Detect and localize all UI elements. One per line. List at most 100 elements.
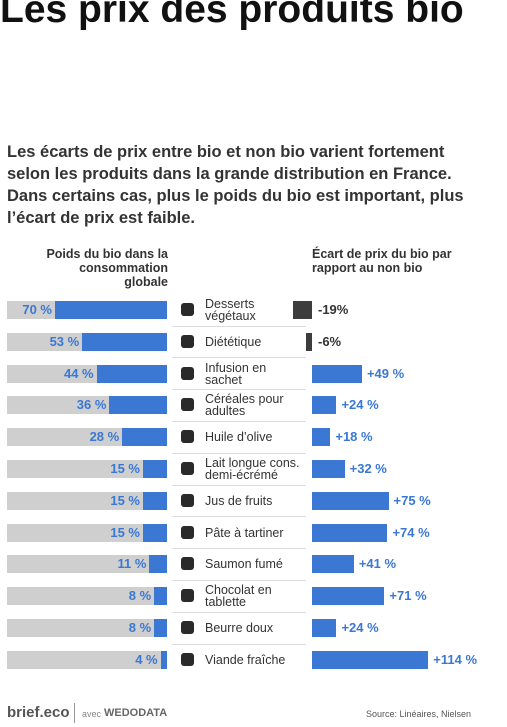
category-label: Lait longue cons. demi-écrémé — [205, 456, 300, 482]
data-label: -6% — [318, 333, 342, 349]
row-separator — [172, 548, 306, 550]
row-separator — [172, 579, 306, 581]
bar-background — [7, 650, 167, 669]
left-header: Poids du bio dans la consommation global… — [46, 247, 168, 289]
category-label: Céréales pour adultes — [205, 392, 284, 419]
data-label: 53 % — [49, 333, 80, 349]
bar — [143, 491, 167, 510]
title: Les prix des produits bio — [0, 0, 464, 31]
bar — [55, 301, 167, 319]
category-label: Infusion en sachet — [205, 360, 267, 387]
category-label: Beurre doux — [205, 621, 274, 635]
data-label: +75 % — [393, 492, 431, 508]
data-label: 36 % — [76, 397, 107, 413]
bar-background — [7, 523, 167, 542]
bar-background — [7, 491, 167, 510]
data-label: +32 % — [349, 461, 387, 476]
data-label: 4 % — [135, 651, 158, 667]
row-separator — [172, 484, 306, 486]
category-label: Desserts végétaux — [205, 297, 256, 323]
category-label: Chocolat en tablette — [205, 583, 272, 610]
icon — [181, 493, 194, 507]
bar — [312, 428, 331, 447]
category-label: Saumon fumé — [205, 557, 283, 572]
icon — [181, 652, 194, 666]
data-label: 15 % — [110, 461, 140, 476]
icon — [181, 303, 194, 316]
row-separator — [172, 357, 306, 359]
category-label: Pâte à tartiner — [205, 525, 284, 540]
row-separator — [172, 389, 306, 391]
bar — [312, 460, 345, 478]
data-label: +24 % — [341, 397, 379, 413]
bar — [312, 364, 362, 383]
icon — [181, 621, 194, 634]
source: Source: Linéaires, Nielsen — [366, 709, 472, 719]
data-label: 11 % — [117, 556, 147, 572]
bar — [149, 555, 167, 574]
bar — [154, 587, 167, 606]
icon — [181, 398, 194, 412]
data-label: +24 % — [341, 620, 379, 635]
category-label: Jus de fruits — [205, 493, 273, 508]
bar — [160, 650, 167, 669]
bar — [312, 650, 429, 669]
category-label: Huile d’olive — [205, 430, 273, 445]
data-label: 28 % — [89, 429, 120, 445]
bar — [312, 491, 389, 510]
data-label: 15 % — [110, 492, 140, 508]
data-label: 44 % — [63, 365, 94, 381]
bar — [312, 555, 354, 574]
icon — [181, 525, 194, 539]
icon — [181, 366, 194, 380]
row-separator — [172, 643, 306, 645]
icon — [181, 334, 194, 348]
bar — [122, 428, 167, 447]
bar — [109, 396, 167, 415]
bar — [305, 332, 312, 351]
category-label: Diététique — [205, 334, 262, 349]
data-label: +49 % — [366, 365, 405, 381]
data-label: 15 % — [110, 524, 140, 540]
data-label: +71 % — [389, 588, 427, 604]
partner-prefix: avec — [82, 709, 102, 719]
data-label: 8 % — [128, 620, 152, 635]
data-label: +18 % — [335, 429, 373, 445]
icon — [181, 589, 194, 603]
bar — [143, 523, 167, 542]
icon — [181, 462, 194, 475]
row-separator — [172, 611, 306, 613]
bar-background — [7, 460, 167, 478]
data-label: +74 % — [392, 524, 430, 540]
data-label: 70 % — [22, 302, 52, 317]
bar — [292, 301, 312, 319]
row-separator — [172, 452, 306, 454]
bar — [143, 460, 167, 478]
bar — [312, 523, 388, 542]
bar — [154, 619, 167, 637]
icon — [181, 430, 194, 444]
subtitle: Les écarts de prix entre bio et non bio … — [7, 143, 464, 227]
data-label: -19% — [318, 302, 349, 317]
data-label: +41 % — [358, 556, 397, 572]
bar-background — [7, 555, 167, 574]
category-label: Viande fraîche — [205, 652, 286, 667]
bar — [312, 619, 337, 637]
row-separator — [172, 420, 306, 422]
bar — [96, 364, 167, 383]
data-label: 8 % — [128, 588, 152, 604]
bar-background — [7, 587, 167, 606]
bar-background — [7, 619, 167, 637]
row-separator — [172, 325, 306, 327]
data-label: +114 % — [433, 651, 478, 667]
row-separator — [172, 516, 306, 518]
right-header: Écart de prix du bio par rapport au non … — [312, 247, 452, 275]
bar — [82, 332, 167, 351]
partner: WEDODATA — [104, 707, 168, 719]
bar — [312, 587, 385, 606]
icon — [181, 557, 194, 571]
brand: brief.eco — [7, 704, 70, 721]
bar — [312, 396, 337, 415]
separator — [74, 703, 75, 723]
